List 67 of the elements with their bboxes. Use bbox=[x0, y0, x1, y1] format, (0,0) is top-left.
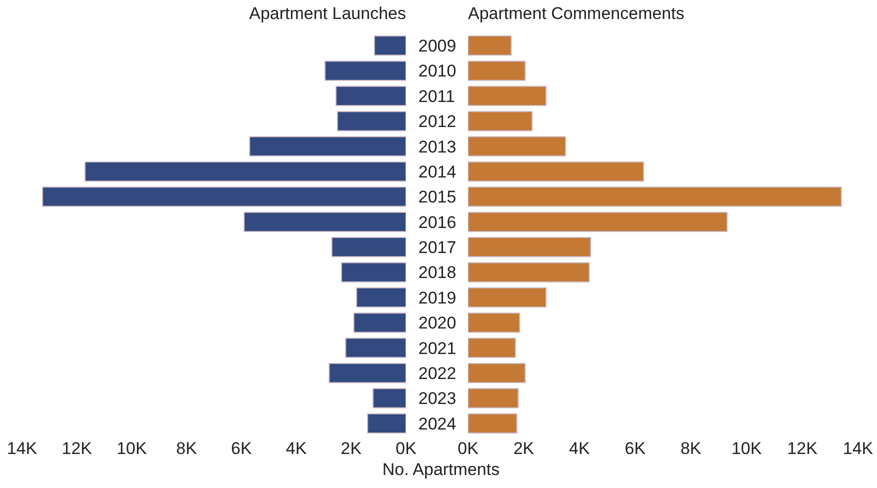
x-tick-label: 0K bbox=[396, 439, 418, 458]
x-tick-label: 8K bbox=[680, 439, 702, 458]
x-tick-label: 6K bbox=[624, 439, 646, 458]
bar bbox=[468, 388, 519, 408]
bar bbox=[468, 262, 590, 282]
bar bbox=[468, 237, 592, 258]
bar bbox=[468, 212, 728, 232]
x-axis-title: No. Apartments bbox=[381, 460, 501, 480]
bar bbox=[468, 86, 546, 106]
x-tick-label: 6K bbox=[231, 439, 252, 458]
bar bbox=[42, 186, 406, 207]
y-tick-label: 2010 bbox=[418, 62, 456, 81]
y-tick-label: 2012 bbox=[418, 112, 456, 132]
bar bbox=[468, 60, 526, 81]
y-tick-label: 2020 bbox=[418, 314, 456, 333]
x-tick-label: 8K bbox=[176, 439, 198, 458]
x-tick-label: 0K bbox=[458, 439, 480, 458]
x-tick-label: 4K bbox=[286, 439, 308, 458]
x-tick-label: 10K bbox=[116, 439, 148, 458]
x-tick-label: 4K bbox=[569, 439, 590, 458]
x-tick-label: 14K bbox=[6, 439, 38, 458]
chart-title: Apartment Commencements bbox=[468, 4, 684, 24]
bar bbox=[328, 362, 406, 384]
x-tick-label: 12K bbox=[787, 439, 818, 458]
y-tick-label: 2013 bbox=[418, 137, 456, 156]
y-tick-label: 2011 bbox=[418, 86, 455, 106]
y-tick-label: 2019 bbox=[418, 288, 456, 308]
bar bbox=[331, 237, 406, 258]
bar bbox=[341, 262, 406, 282]
y-tick-label: 2022 bbox=[418, 364, 456, 383]
bar bbox=[336, 86, 406, 106]
bar bbox=[468, 312, 520, 333]
bar bbox=[353, 312, 406, 333]
x-tick-label: 10K bbox=[731, 439, 762, 458]
x-tick-label: 14K bbox=[842, 439, 874, 458]
x-tick-label: 2K bbox=[340, 439, 362, 458]
bar bbox=[367, 413, 406, 434]
bar bbox=[372, 388, 406, 408]
bar bbox=[324, 60, 406, 81]
bar bbox=[244, 212, 406, 232]
bar bbox=[468, 111, 533, 132]
bar bbox=[336, 111, 406, 132]
x-tick-label: 2K bbox=[513, 439, 535, 458]
y-tick-label: 2016 bbox=[418, 212, 456, 232]
bar bbox=[468, 413, 518, 434]
bar bbox=[468, 186, 842, 207]
bar bbox=[356, 287, 406, 308]
chart-title: Apartment Launches bbox=[249, 4, 406, 24]
bar bbox=[468, 161, 644, 182]
bar bbox=[468, 287, 546, 308]
bar bbox=[468, 136, 566, 156]
y-tick-label: 2009 bbox=[418, 36, 456, 56]
bar bbox=[345, 338, 406, 358]
bar bbox=[84, 161, 406, 182]
bar bbox=[468, 36, 512, 56]
x-tick-label: 12K bbox=[62, 439, 93, 458]
bar bbox=[249, 136, 406, 156]
y-tick-label: 2014 bbox=[418, 162, 456, 182]
y-tick-label: 2021 bbox=[418, 338, 456, 358]
bar bbox=[374, 36, 406, 56]
bar bbox=[468, 338, 516, 358]
y-tick-label: 2023 bbox=[418, 389, 456, 408]
y-tick-label: 2018 bbox=[418, 263, 456, 282]
y-tick-label: 2017 bbox=[418, 238, 456, 258]
y-tick-label: 2015 bbox=[418, 188, 456, 207]
bar bbox=[468, 362, 526, 384]
y-tick-label: 2024 bbox=[418, 414, 456, 434]
